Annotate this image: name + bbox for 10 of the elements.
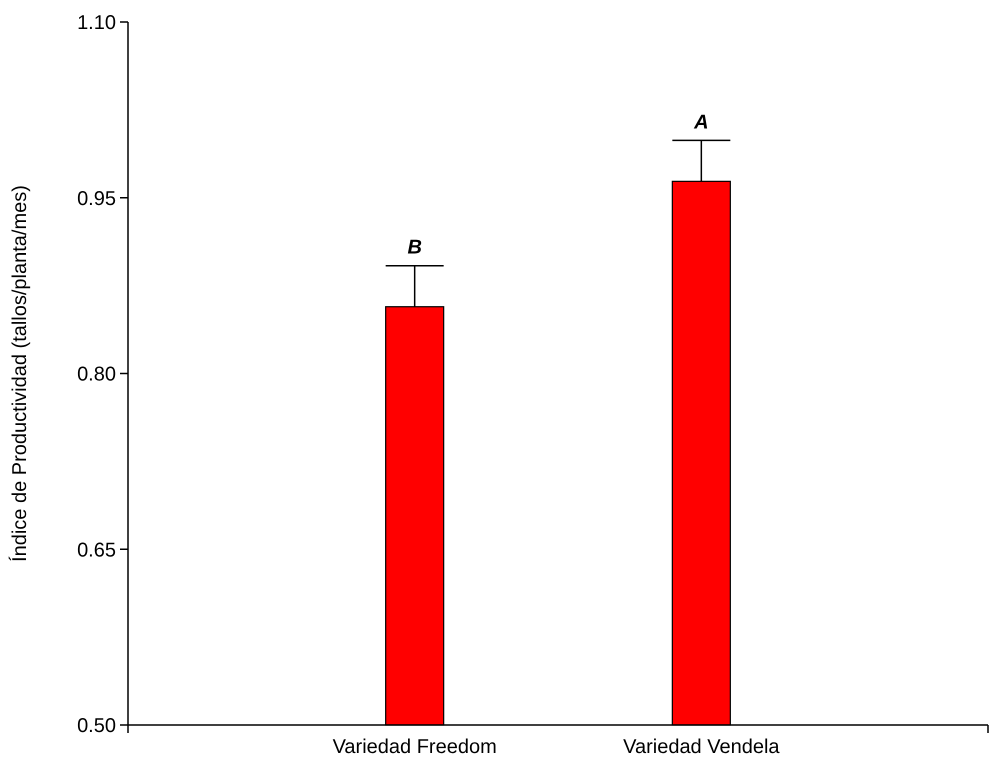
y-tick-label: 0.50 <box>77 715 116 737</box>
annotation: B <box>407 236 422 259</box>
annotation: A <box>693 111 709 134</box>
x-tick-label: Variedad Vendela <box>623 736 780 758</box>
y-axis-title: Índice de Productividad (tallos/planta/mes) <box>8 185 31 562</box>
y-tick-label: 0.95 <box>77 188 116 210</box>
y-tick-label: 1.10 <box>77 12 116 34</box>
y-tick-label: 0.80 <box>77 364 116 386</box>
y-tick-label: 0.65 <box>77 539 116 562</box>
x-tick-label: Variedad Freedom <box>332 736 497 758</box>
